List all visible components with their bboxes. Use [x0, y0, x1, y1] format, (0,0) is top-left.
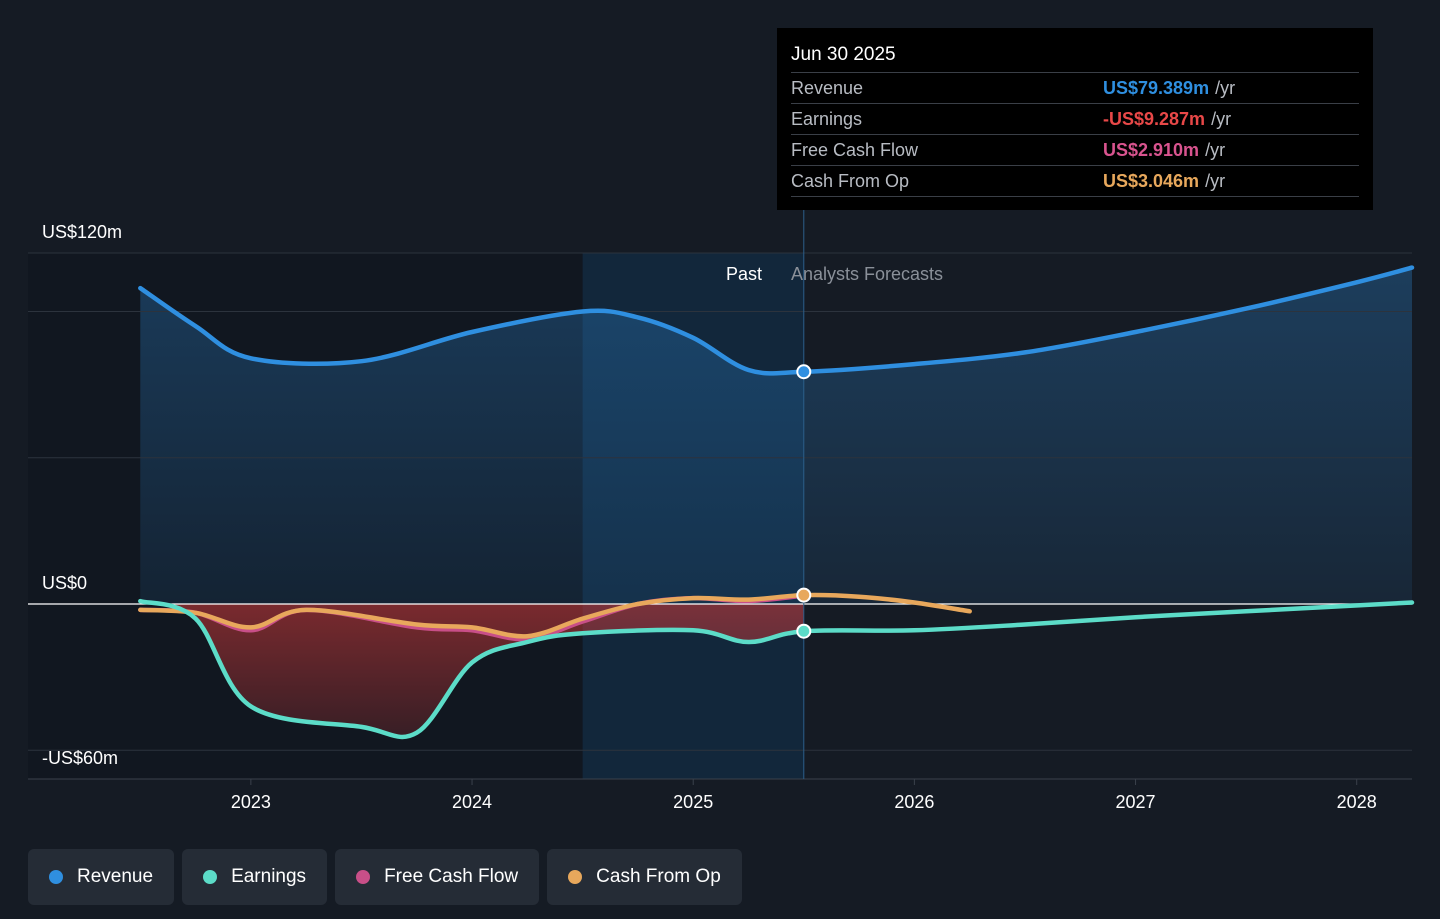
revenue-area [140, 267, 1413, 604]
tooltip-row-revenue: Revenue US$79.389m /yr [791, 72, 1359, 103]
past-label: Past [726, 264, 762, 284]
legend-label: Revenue [77, 866, 154, 887]
tooltip-row-earnings: Earnings -US$9.287m /yr [791, 103, 1359, 134]
legend-label: Earnings [231, 866, 307, 887]
x-tick-label: 2026 [894, 792, 934, 812]
tooltip-row-unit: /yr [1205, 139, 1226, 160]
tooltip-date: Jun 30 2025 [791, 44, 896, 65]
x-tick-label: 2025 [673, 792, 713, 812]
earnings-area [140, 601, 804, 737]
legend: Revenue Earnings Free Cash Flow Cash Fro… [28, 849, 742, 905]
legend-dot-icon [203, 870, 218, 884]
legend-dot-icon [49, 870, 63, 884]
tooltip-row-value: -US$9.287m [1103, 108, 1206, 129]
tooltip-row-value: US$79.389m [1103, 77, 1210, 98]
tooltip-row-unit: /yr [1205, 170, 1226, 191]
tooltip-row-unit: /yr [1211, 108, 1232, 129]
legend-label: Free Cash Flow [384, 866, 519, 887]
tooltip-row-label: Earnings [791, 108, 863, 129]
tooltip-row-fcf: Free Cash Flow US$2.910m /yr [791, 134, 1359, 165]
revenue-line [138, 265, 1415, 376]
earnings-line [138, 598, 1415, 740]
tooltip-row-cfo: Cash From Op US$3.046m /yr [791, 165, 1359, 197]
x-tick-label: 2027 [1116, 792, 1156, 812]
legend-label: Cash From Op [596, 866, 721, 887]
revenue-marker [796, 364, 812, 380]
tooltip-row-label: Revenue [791, 77, 864, 98]
legend-item-cash-from-op[interactable]: Cash From Op [547, 849, 742, 905]
tooltip-row-unit: /yr [1215, 77, 1236, 98]
tooltip-row-value: US$2.910m [1103, 139, 1200, 160]
legend-item-free-cash-flow[interactable]: Free Cash Flow [335, 849, 540, 905]
tooltip-row-value: US$3.046m [1103, 170, 1200, 191]
data-tooltip: Jun 30 2025 Revenue US$79.389m /yr Earni… [777, 28, 1373, 210]
y-axis-zero-label: US$0 [42, 573, 87, 593]
cash-from-op-line [138, 592, 972, 639]
y-axis-bottom-label: -US$60m [42, 748, 118, 768]
earnings-marker [796, 623, 812, 639]
tooltip-row-label: Free Cash Flow [791, 139, 919, 160]
legend-dot-icon [568, 870, 583, 884]
x-tick-label: 2024 [452, 792, 492, 812]
y-axis-top-label: US$120m [42, 222, 122, 242]
legend-item-earnings[interactable]: Earnings [182, 849, 328, 905]
forecast-label: Analysts Forecasts [791, 264, 943, 284]
cash-from-op-marker [796, 587, 812, 603]
legend-dot-icon [356, 870, 371, 884]
x-tick-label: 2028 [1337, 792, 1377, 812]
x-tick-label: 2023 [231, 792, 271, 812]
tooltip-row-label: Cash From Op [791, 170, 910, 191]
legend-item-revenue[interactable]: Revenue [28, 849, 175, 905]
